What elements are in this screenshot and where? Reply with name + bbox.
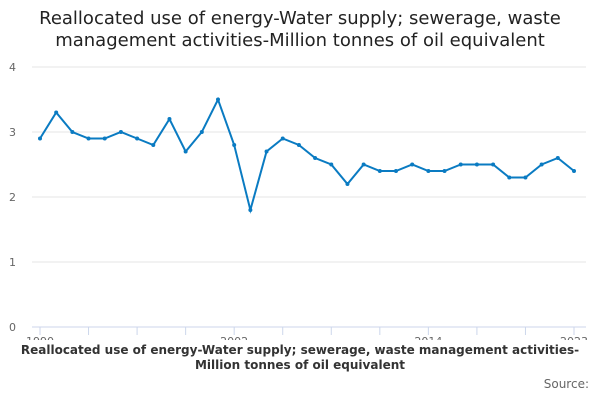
data-point	[442, 169, 447, 173]
data-point	[199, 130, 204, 134]
data-point	[555, 156, 560, 160]
data-point	[474, 162, 479, 167]
y-tick-label: 3	[9, 126, 16, 139]
data-point	[539, 162, 544, 167]
x-tick-label: 2002	[220, 335, 248, 340]
data-point	[329, 162, 334, 167]
x-tick-label: 2023	[560, 335, 588, 340]
data-point	[296, 143, 301, 147]
data-point	[248, 208, 253, 212]
data-point	[70, 130, 75, 134]
data-point	[280, 136, 285, 141]
data-point	[377, 169, 382, 173]
legend-entry: Reallocated use of energy-Water supply; …	[20, 343, 580, 372]
data-point	[426, 169, 431, 173]
data-point	[167, 117, 172, 121]
chart-title: Reallocated use of energy-Water supply; …	[39, 8, 561, 51]
line-chart: 0 1 2 3 4 1990 2002 2014 2023	[9, 61, 588, 340]
data-point	[345, 182, 350, 186]
y-tick-label: 1	[9, 256, 16, 269]
x-tick-label: 2014	[414, 335, 442, 340]
data-point	[183, 149, 188, 154]
data-point	[491, 162, 496, 167]
data-point	[410, 162, 415, 167]
series-line	[39, 96, 575, 214]
data-point	[361, 162, 366, 167]
data-point	[38, 136, 42, 141]
data-point	[394, 169, 398, 173]
data-point	[151, 143, 156, 147]
data-point	[216, 97, 220, 102]
y-tick-label: 2	[9, 191, 16, 204]
data-point	[313, 156, 318, 160]
x-tick-label: 1990	[26, 335, 54, 340]
y-tick-label: 4	[9, 61, 16, 74]
data-point	[54, 110, 59, 115]
data-point	[232, 143, 237, 147]
data-point	[523, 175, 528, 180]
data-point	[118, 130, 123, 134]
data-point	[135, 136, 140, 141]
source-label: Source:	[543, 377, 589, 391]
data-point	[572, 169, 576, 173]
data-point	[86, 136, 91, 141]
data-point	[507, 175, 512, 180]
data-point	[264, 149, 269, 154]
data-point	[102, 136, 107, 141]
data-point	[458, 162, 463, 167]
y-tick-label: 0	[9, 321, 16, 334]
